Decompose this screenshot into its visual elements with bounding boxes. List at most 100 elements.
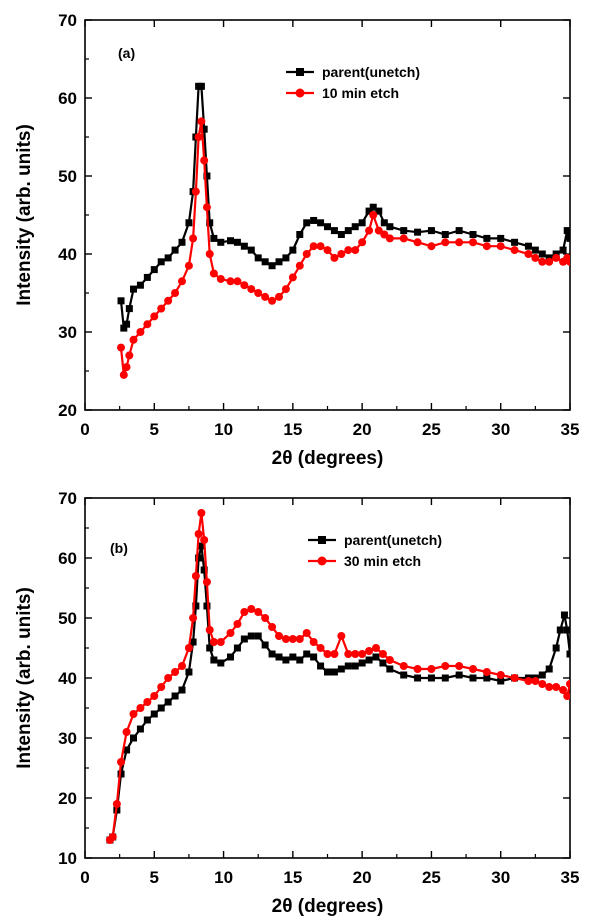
data-point [309, 242, 318, 251]
panel-label: (a) [118, 45, 135, 61]
data-point [233, 644, 241, 652]
data-point [344, 662, 352, 670]
data-point [379, 659, 387, 667]
data-point [524, 677, 533, 685]
data-point [427, 242, 436, 251]
data-point [324, 223, 331, 231]
data-point [209, 269, 218, 278]
data-point [129, 710, 138, 718]
series-1 [105, 509, 570, 844]
data-point [197, 117, 206, 126]
y-tick-label: 40 [58, 669, 77, 688]
data-point [344, 227, 352, 235]
data-point [323, 650, 332, 658]
data-point [469, 674, 477, 682]
data-point [240, 635, 248, 643]
data-point [233, 238, 241, 246]
data-point [171, 289, 180, 297]
data-point [351, 662, 359, 670]
x-tick-label: 35 [561, 420, 580, 439]
data-point [385, 656, 394, 664]
data-point [261, 641, 269, 649]
y-tick-label: 20 [58, 401, 77, 420]
x-axis-title: 2θ (degrees) [272, 448, 384, 469]
data-point [185, 219, 193, 227]
panel-label: (b) [110, 540, 128, 556]
data-point [427, 227, 435, 235]
data-point [247, 632, 255, 640]
data-point [538, 680, 547, 688]
data-point [310, 216, 318, 224]
data-point [552, 253, 561, 262]
data-point [316, 644, 325, 652]
data-point [344, 650, 353, 658]
data-point [200, 566, 208, 574]
data-point [261, 292, 270, 301]
data-point [369, 203, 377, 211]
data-point [247, 285, 256, 294]
data-point [316, 242, 325, 251]
data-point [330, 668, 338, 676]
data-point [482, 668, 491, 676]
data-point [178, 277, 186, 286]
data-point [178, 238, 186, 246]
x-tick-label: 0 [80, 420, 89, 439]
data-point [441, 231, 449, 238]
data-point [205, 626, 214, 634]
data-point [303, 650, 311, 658]
data-point [203, 602, 211, 610]
data-point [247, 246, 255, 254]
data-point [511, 238, 519, 246]
y-tick-label: 30 [58, 323, 77, 342]
data-point [275, 632, 283, 640]
data-point [295, 635, 304, 643]
data-point [374, 226, 383, 235]
data-point [189, 614, 198, 622]
x-tick-label: 5 [150, 868, 159, 887]
data-point [483, 674, 491, 682]
data-point [194, 133, 203, 141]
x-tick-label: 20 [353, 868, 372, 887]
series-line [119, 85, 570, 332]
data-point [226, 277, 235, 286]
data-point [545, 683, 554, 691]
data-point [385, 234, 394, 243]
x-tick-label: 30 [491, 420, 510, 439]
y-tick-label: 30 [58, 729, 77, 748]
data-point [496, 242, 505, 251]
data-point [150, 692, 159, 700]
data-point [295, 261, 304, 270]
data-point [310, 653, 318, 661]
data-point [261, 614, 270, 622]
data-point [538, 257, 547, 266]
data-point [200, 536, 209, 544]
data-point [247, 605, 256, 613]
data-point [130, 734, 137, 742]
data-point [129, 335, 138, 344]
data-point [369, 211, 378, 219]
x-tick-label: 25 [422, 868, 441, 887]
data-point [143, 273, 151, 281]
data-point [136, 328, 145, 336]
data-point [552, 644, 560, 652]
data-point [563, 626, 570, 634]
data-point [380, 219, 388, 227]
data-point [197, 82, 205, 90]
data-point [254, 608, 263, 616]
x-tick-label: 20 [353, 420, 372, 439]
data-point [399, 234, 408, 243]
data-point [296, 656, 304, 664]
data-point [531, 253, 540, 262]
x-tick-label: 35 [561, 868, 580, 887]
data-point [157, 704, 165, 712]
data-point [496, 671, 505, 679]
data-point [202, 203, 211, 212]
data-point [538, 250, 546, 258]
data-point [189, 638, 197, 646]
data-point [150, 710, 158, 718]
data-point [122, 363, 131, 372]
data-point [289, 246, 297, 254]
data-point [455, 227, 463, 235]
legend-item-0: parent(unetch) [308, 532, 442, 548]
